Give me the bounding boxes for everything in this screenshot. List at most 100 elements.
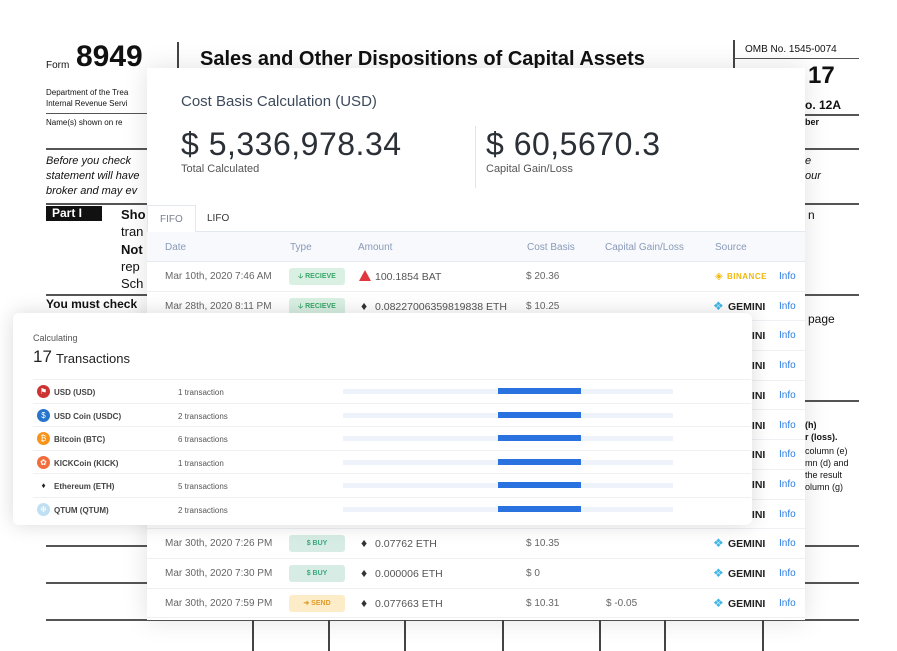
progress-bar (343, 458, 673, 465)
col-cost-basis[interactable]: Cost Basis (527, 242, 575, 253)
progress-bar (343, 411, 673, 418)
row-cost-basis: $ 0 (526, 568, 540, 579)
tab-lifo[interactable]: LIFO (207, 213, 230, 224)
form-fragment: Sho (121, 207, 146, 222)
row-date: Mar 30th, 2020 7:26 PM (165, 538, 273, 550)
row-source: GEMINI (728, 597, 766, 610)
form-fragment: You must check (46, 297, 138, 311)
info-link[interactable]: Info (779, 419, 796, 431)
info-link[interactable]: Info (779, 389, 796, 401)
form-fragment: (h) (805, 420, 817, 430)
currency-name: Bitcoin (BTC) (54, 435, 106, 445)
form-fragment: our (805, 170, 821, 182)
type-badge: ➜ SEND (289, 594, 345, 612)
omb-number: OMB No. 1545-0074 (745, 44, 837, 55)
table-row[interactable]: Mar 30th, 2020 7:26 PM $ BUY ♦ 0.07762 ETH $… (147, 529, 805, 559)
form-fragment: olumn (g) (805, 482, 844, 492)
info-link[interactable]: Info (779, 538, 796, 550)
type-badge: 🡣 RECIEVE (289, 297, 345, 315)
currency-row: ♦ Ethereum (ETH) 5 transactions (33, 473, 751, 497)
gemini-icon: ❖ (713, 536, 724, 551)
calculating-status: Calculating (33, 333, 78, 343)
col-date[interactable]: Date (165, 242, 187, 253)
type-label: SEND (311, 599, 331, 607)
row-date: Mar 28th, 2020 8:11 PM (165, 300, 272, 312)
currency-name: QTUM (QTUM) (54, 506, 109, 515)
row-date: Mar 30th, 2020 7:30 PM (165, 568, 273, 579)
type-label: BUY (312, 540, 328, 548)
col-type[interactable]: Type (290, 242, 312, 253)
ethereum-icon: ♦ (41, 481, 46, 491)
col-capital-gain[interactable]: Capital Gain/Loss (605, 242, 684, 253)
info-link[interactable]: Info (779, 508, 796, 520)
transaction-count: 17 (33, 347, 52, 366)
form-word: Form (46, 60, 70, 71)
amount-text: 0.000006 ETH (375, 568, 443, 580)
type-icon: ➜ (303, 599, 312, 607)
row-date: Mar 30th, 2020 7:59 PM (165, 597, 273, 609)
total-calculated-value: $ 5,336,978.34 (181, 126, 402, 162)
progress-fill (498, 482, 581, 489)
form-fragment: ber (805, 117, 820, 127)
ethereum-icon: ♦ (361, 595, 368, 610)
row-source: GEMINI (728, 568, 766, 580)
table-row[interactable]: Mar 30th, 2020 7:59 PM ➜ SEND ♦ 0.077663 ET… (147, 589, 805, 619)
table-header: Date Type Amount Cost Basis Capital Gain… (147, 232, 805, 262)
form-fragment: statement will have (46, 170, 140, 182)
info-link[interactable]: Info (779, 597, 796, 609)
info-link[interactable]: Info (779, 300, 796, 312)
info-link[interactable]: Info (779, 271, 796, 282)
form-fragment: e (805, 155, 812, 167)
progress-bar (343, 388, 673, 394)
table-row[interactable]: Mar 10th, 2020 7:46 AM 🡣 RECIEVE 100.1854 … (147, 262, 805, 292)
col-source[interactable]: Source (715, 242, 747, 253)
currency-tx-count: 1 transaction (178, 388, 224, 397)
form-number: 8949 (76, 40, 143, 73)
form-year: 17 (808, 62, 835, 89)
info-link[interactable]: Info (779, 360, 796, 372)
currency-row: $ USD Coin (USDC) 2 transactions (33, 402, 751, 427)
progress-fill (498, 435, 581, 442)
currency-row: ₿ Bitcoin (BTC) 6 transactions (33, 426, 751, 450)
row-amount: ♦ 0.07762 ETH (361, 536, 437, 551)
part-label: Part I (46, 206, 102, 221)
currency-tx-count: 6 transactions (178, 435, 228, 445)
progress-fill (498, 506, 581, 512)
currency-name: USD Coin (USDC) (54, 411, 122, 421)
progress-fill (498, 411, 581, 418)
currency-row: ⚑ USD (USD) 1 transaction (33, 379, 751, 403)
currency-name: KICKCoin (KICK) (54, 458, 119, 468)
progress-bar (343, 506, 673, 512)
row-amount: 100.1854 BAT (359, 270, 441, 283)
info-link[interactable]: Info (779, 478, 796, 490)
row-amount: ♦ 0.08227006359819838 ETH (361, 299, 507, 313)
currency-name: Ethereum (ETH) (54, 482, 115, 492)
type-icon: 🡣 (298, 302, 306, 310)
table-row[interactable]: Mar 30th, 2020 7:30 PM $ BUY ♦ 0.000006 ETH… (147, 559, 805, 589)
info-link[interactable]: Info (779, 568, 796, 579)
type-icon: $ (306, 540, 313, 548)
ethereum-icon: ♦ (361, 536, 368, 551)
progress-fill (498, 388, 581, 394)
currency-row: ✿ KICKCoin (KICK) 1 transaction (33, 449, 751, 474)
form-fragment: Not (121, 242, 143, 257)
row-cost-basis: $ 20.36 (526, 271, 560, 282)
row-cost-basis: $ 10.25 (526, 300, 560, 312)
progress-bar (343, 482, 673, 489)
row-cost-basis: $ 10.31 (526, 597, 560, 609)
kickcoin-icon: ✿ (37, 455, 50, 469)
form-fragment: rep (121, 259, 140, 274)
col-amount[interactable]: Amount (358, 242, 393, 253)
tab-fifo[interactable]: FIFO (147, 205, 196, 233)
gemini-icon: ❖ (713, 595, 724, 610)
row-amount: ♦ 0.077663 ETH (361, 596, 443, 610)
form-fragment: Sch (121, 276, 144, 291)
amount-text: 0.07762 ETH (375, 538, 437, 551)
form-fragment: Internal Revenue Servi (46, 99, 128, 108)
info-link[interactable]: Info (779, 330, 796, 342)
form-fragment: broker and may ev (46, 185, 138, 197)
progress-bar (343, 435, 673, 442)
info-link[interactable]: Info (779, 449, 796, 461)
transaction-count-label: Transactions (56, 351, 130, 366)
usd-flag-icon: ⚑ (37, 385, 50, 398)
